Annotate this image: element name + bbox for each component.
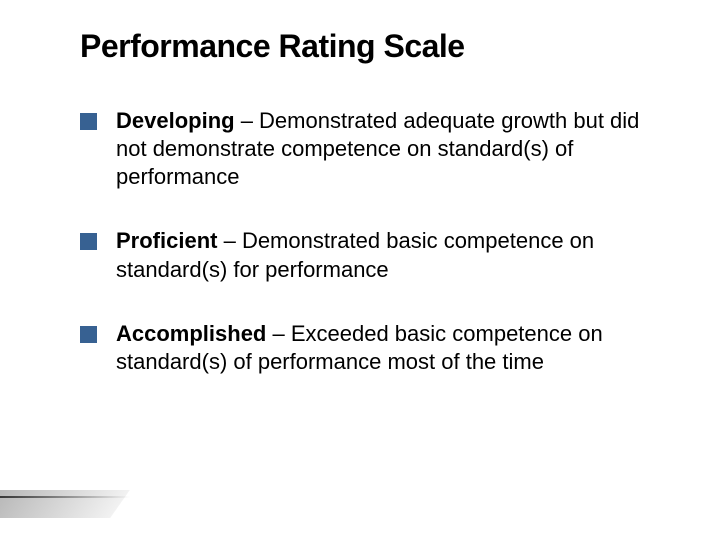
rating-term: Proficient: [116, 228, 217, 253]
separator: –: [266, 321, 290, 346]
accent-shape-decoration: [0, 490, 130, 518]
separator: –: [217, 228, 241, 253]
square-bullet-icon: [80, 113, 97, 130]
rating-term: Accomplished: [116, 321, 266, 346]
bullet-item: Accomplished – Exceeded basic competence…: [80, 320, 660, 376]
slide-title: Performance Rating Scale: [80, 28, 660, 65]
square-bullet-icon: [80, 326, 97, 343]
bullet-list: Developing – Demonstrated adequate growt…: [80, 107, 660, 376]
separator: –: [235, 108, 259, 133]
slide-container: Performance Rating Scale Developing – De…: [0, 0, 720, 452]
bullet-item: Proficient – Demonstrated basic competen…: [80, 227, 660, 283]
bullet-item: Developing – Demonstrated adequate growt…: [80, 107, 660, 191]
rating-term: Developing: [116, 108, 235, 133]
square-bullet-icon: [80, 233, 97, 250]
